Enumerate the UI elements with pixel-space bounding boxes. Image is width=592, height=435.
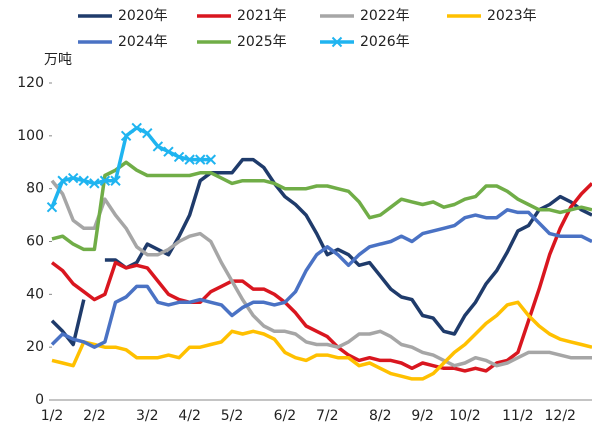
marker [120,130,132,142]
x-tick-label: 6/2 [274,408,297,424]
x-tick-label: 5/2 [221,408,244,424]
series-line [50,126,211,208]
x-tick-label: 7/2 [316,408,339,424]
y-tick-label: 0 [35,392,44,408]
marker [195,154,206,165]
legend-label: 2022年 [360,8,410,24]
marker [184,154,195,165]
series-line [50,182,592,373]
x-tick-label: 10/2 [449,408,480,424]
y-tick-label: 80 [26,181,44,197]
x-tick-label: 9/2 [411,408,434,424]
marker [78,175,89,186]
x-tick-label: 4/2 [178,408,201,424]
marker [110,175,121,186]
legend-label: 2025年 [237,34,287,50]
marker [142,127,153,139]
marker [131,122,142,134]
marker [46,201,58,213]
series-line [50,208,592,349]
x-tick-label: 8/2 [369,408,392,424]
y-tick-label: 120 [17,75,44,91]
x-tick-label: 1/2 [41,408,64,424]
marker [331,36,343,48]
legend-label: 2020年 [118,8,168,24]
marker [57,175,68,186]
marker [67,172,79,184]
series-line [51,300,592,381]
y-tick-label: 60 [26,234,44,250]
legend-label: 2021年 [237,8,287,24]
legend-label: 2024年 [118,34,168,50]
marker [89,178,100,189]
marker [163,146,174,157]
y-tick-label: 20 [26,339,44,355]
x-tick-label: 3/2 [136,408,159,424]
marker [99,175,111,186]
marker [152,141,164,152]
y-tick-label: 40 [26,286,44,302]
marker [173,151,185,163]
y-tick-label: 100 [17,128,44,144]
legend-label: 2023年 [487,8,537,24]
marker [205,154,217,165]
x-tick-label: 12/2 [545,408,576,424]
y-axis-label: 万吨 [44,52,72,68]
legend-label: 2026年 [360,34,410,50]
series-line [50,179,592,368]
x-tick-label: 2/2 [83,408,106,424]
x-tick-label: 11/2 [502,408,533,424]
series-line [51,160,592,252]
